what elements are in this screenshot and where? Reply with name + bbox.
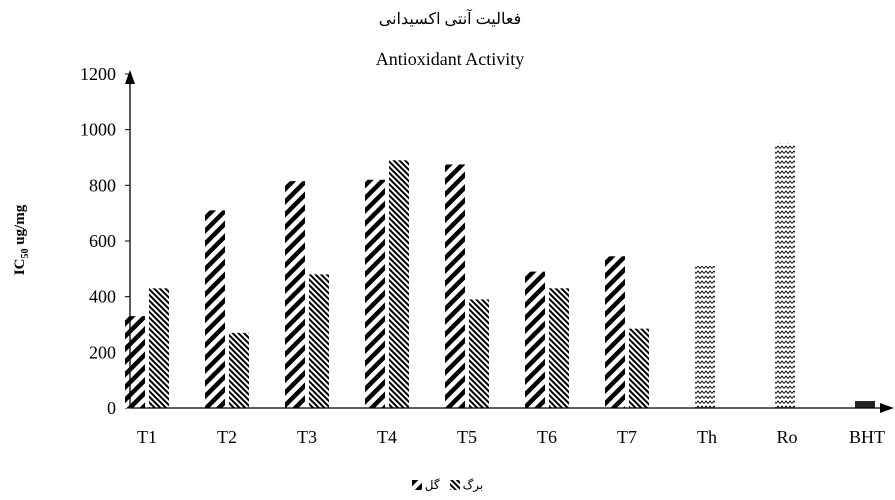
x-tick-label: T1 [137, 427, 157, 447]
y-tick-label: 800 [89, 175, 116, 195]
legend: برگ گل [0, 474, 895, 496]
bar-flower-T4 [365, 179, 385, 408]
y-axis-arrow [125, 70, 135, 84]
bar-flower-T7 [605, 256, 625, 408]
bar-reference-Th [695, 266, 715, 408]
x-tick-label: Th [697, 427, 717, 447]
bar-leaf-T3 [309, 274, 329, 408]
x-tick-label: T5 [457, 427, 477, 447]
y-axis-ticks: 0 200 400 600 800 1000 1200 [80, 64, 130, 418]
x-axis-arrow [880, 403, 894, 413]
bar-leaf-T7 [629, 328, 649, 408]
bar-flower-T3 [285, 181, 305, 408]
bar-leaf-T5 [469, 299, 489, 408]
x-tick-label: T7 [617, 427, 637, 447]
x-tick-label: Ro [776, 427, 797, 447]
chart: فعالیت آنتی اکسیدانی Antioxidant Activit… [12, 8, 894, 447]
bar-leaf-T6 [549, 288, 569, 408]
x-tick-label: T4 [377, 427, 397, 447]
x-axis-ticks: T1 T2 T3 T4 T5 T6 T7 Th Ro BHT [137, 427, 885, 447]
y-tick-label: 600 [89, 231, 116, 251]
y-axis-label: IC50 ug/mg [12, 204, 31, 275]
legend-swatch-flower [411, 480, 422, 490]
bar-flower-T2 [205, 210, 225, 408]
bars [125, 143, 875, 409]
bar-leaf-T1 [149, 288, 169, 408]
legend-item-flower: گل [411, 478, 440, 492]
bar-flower-T6 [525, 271, 545, 408]
chart-title: فعالیت آنتی اکسیدانی [379, 8, 522, 28]
legend-swatch-leaf [449, 480, 460, 490]
bar-reference-Ro [775, 143, 795, 409]
bar-flower-T1 [125, 316, 145, 408]
bar-leaf-T2 [229, 332, 249, 408]
legend-label-leaf: برگ [462, 478, 484, 492]
x-tick-label: BHT [849, 427, 885, 447]
y-tick-label: 1200 [80, 64, 116, 84]
bar-leaf-T4 [389, 160, 409, 408]
legend-item-leaf: برگ [449, 478, 484, 492]
x-tick-label: T3 [297, 427, 317, 447]
x-tick-label: T6 [537, 427, 557, 447]
y-tick-label: 1000 [80, 120, 116, 140]
x-tick-label: T2 [217, 427, 237, 447]
bar-reference-BHT [855, 401, 875, 408]
legend-label-flower: گل [424, 478, 440, 492]
y-tick-label: 200 [89, 342, 116, 362]
chart-subtitle: Antioxidant Activity [376, 49, 525, 69]
y-tick-label: 400 [89, 287, 116, 307]
y-tick-label: 0 [107, 398, 116, 418]
bar-flower-T5 [445, 164, 465, 408]
